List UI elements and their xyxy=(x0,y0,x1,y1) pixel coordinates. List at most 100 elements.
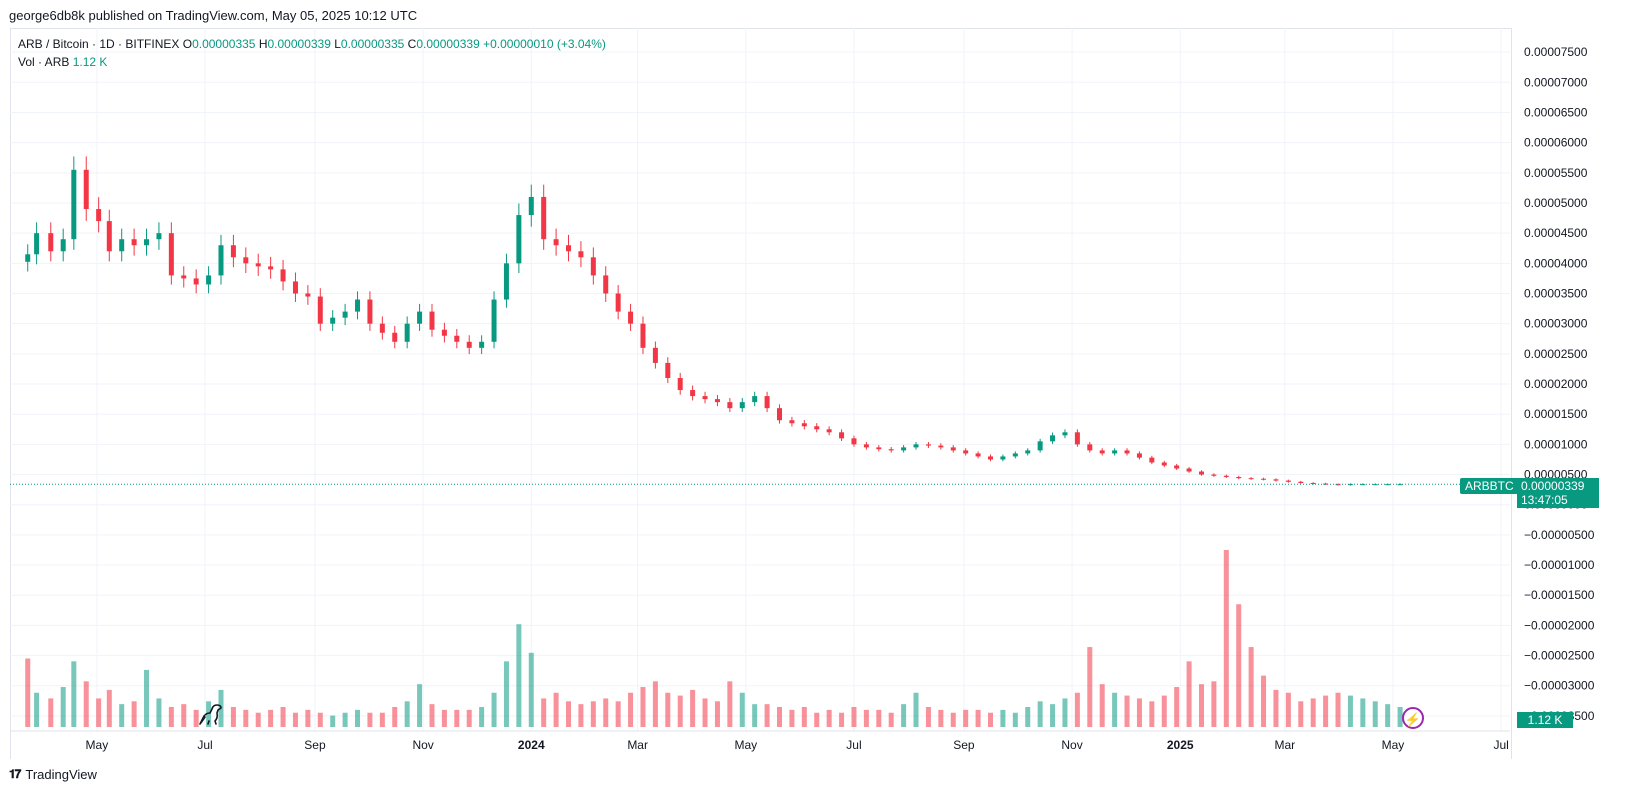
price-axis-label: −0.00002000 xyxy=(1524,618,1595,632)
candle-body xyxy=(714,399,720,403)
candle-body xyxy=(851,438,857,445)
candle-body xyxy=(1149,457,1155,463)
volume-bar xyxy=(851,707,857,727)
volume-bar xyxy=(404,701,410,727)
time-axis-label: Jul xyxy=(846,738,861,752)
price-axis-label: −0.00003000 xyxy=(1524,679,1595,693)
price-axis-label: 0.00007500 xyxy=(1524,45,1588,59)
candle-body xyxy=(888,449,894,451)
volume-bar xyxy=(206,701,212,727)
candle-body xyxy=(193,278,199,285)
volume-bar xyxy=(615,701,621,727)
volume-bar xyxy=(1211,681,1217,727)
volume-bar xyxy=(603,698,609,727)
candle-body xyxy=(60,239,66,252)
brand-name: TradingView xyxy=(25,767,97,782)
candle-body xyxy=(305,293,311,297)
candle-body xyxy=(727,402,733,409)
price-axis-label: 0.00001500 xyxy=(1524,407,1588,421)
candle-body xyxy=(71,169,77,240)
candle-body xyxy=(156,233,162,240)
candle-body xyxy=(1124,450,1130,454)
candle-body xyxy=(652,347,658,363)
candle-body xyxy=(280,269,286,282)
last-price-tag: 0.00000339 13:47:05 xyxy=(1517,478,1599,508)
candle-body xyxy=(913,444,919,448)
candle-body xyxy=(1298,481,1304,483)
volume-bar xyxy=(1323,695,1329,727)
candle-body xyxy=(96,209,102,222)
lightning-icon[interactable]: ⚡ xyxy=(1402,707,1424,729)
volume-bar xyxy=(652,681,658,727)
volume-bar xyxy=(913,692,919,727)
volume-bar xyxy=(1236,604,1242,727)
candle-body xyxy=(1211,474,1217,476)
candle-body xyxy=(950,447,956,451)
symbol-price-tag: ARBBTC xyxy=(1460,478,1519,494)
time-axis-label: May xyxy=(86,738,109,752)
candle-body xyxy=(34,233,40,255)
candle-body xyxy=(1136,453,1142,458)
candle-body xyxy=(975,453,981,457)
volume-bar xyxy=(429,704,435,727)
legend: ARB / Bitcoin · 1D · BITFINEX O0.0000033… xyxy=(18,35,606,71)
footer-brand[interactable]: 𝟏𝟕 TradingView xyxy=(9,767,97,782)
volume-bar xyxy=(1012,712,1018,727)
volume-bars xyxy=(25,550,1403,727)
volume-bar xyxy=(71,661,77,727)
time-axis-label: Nov xyxy=(412,738,433,752)
candle-body xyxy=(503,263,509,300)
candle-body xyxy=(901,447,907,451)
candle-body xyxy=(106,221,112,252)
volume-bar xyxy=(1174,687,1180,727)
candle-body xyxy=(987,456,993,460)
candle-body xyxy=(1012,453,1018,457)
volume-bar xyxy=(975,709,981,727)
candle-body xyxy=(1248,478,1254,480)
volume-bar xyxy=(342,712,348,727)
volume-bar xyxy=(1335,692,1341,727)
candle-body xyxy=(1335,484,1341,486)
volume-bar xyxy=(1223,550,1229,727)
volume-bar xyxy=(379,712,385,727)
volume-bar xyxy=(876,709,882,727)
volume-bar xyxy=(987,712,993,727)
time-axis-label: Sep xyxy=(953,738,975,752)
price-axis-label: 0.00007000 xyxy=(1524,75,1588,89)
dinosaur-icon[interactable] xyxy=(197,699,225,727)
volume-bar xyxy=(1273,689,1279,727)
candle-body xyxy=(1261,478,1267,480)
legend-close: 0.00000339 xyxy=(416,37,480,51)
volume-bar xyxy=(330,715,336,727)
candle-body xyxy=(119,239,125,252)
volume-bar xyxy=(516,624,522,727)
volume-bar xyxy=(578,704,584,727)
legend-low: 0.00000335 xyxy=(340,37,405,51)
price-axis-label: 0.00004500 xyxy=(1524,226,1588,240)
candle-body xyxy=(789,420,795,424)
volume-bar xyxy=(1397,707,1403,727)
candle-body xyxy=(1000,456,1006,460)
candle-body xyxy=(441,329,447,336)
volume-bar xyxy=(950,712,956,727)
candle-body xyxy=(1198,471,1204,475)
legend-close-label: C xyxy=(407,37,417,51)
volume-bar xyxy=(1248,647,1254,727)
legend-low-label: L xyxy=(334,37,341,51)
candle-body xyxy=(317,296,323,324)
candle-body xyxy=(1360,484,1366,486)
volume-bar xyxy=(48,698,54,727)
candle-body xyxy=(863,444,869,448)
volume-bar xyxy=(25,658,31,727)
volume-bar xyxy=(392,707,398,727)
chart-pane[interactable] xyxy=(10,28,1512,759)
price-axis-label: 0.00006000 xyxy=(1524,136,1588,150)
tradingview-logo-icon: 𝟏𝟕 xyxy=(9,767,21,781)
candle-body xyxy=(615,293,621,312)
volume-bar xyxy=(1025,707,1031,727)
volume-bar xyxy=(355,709,361,727)
volume-bar xyxy=(814,712,820,727)
candle-body xyxy=(1087,444,1093,451)
volume-bar xyxy=(640,687,646,727)
